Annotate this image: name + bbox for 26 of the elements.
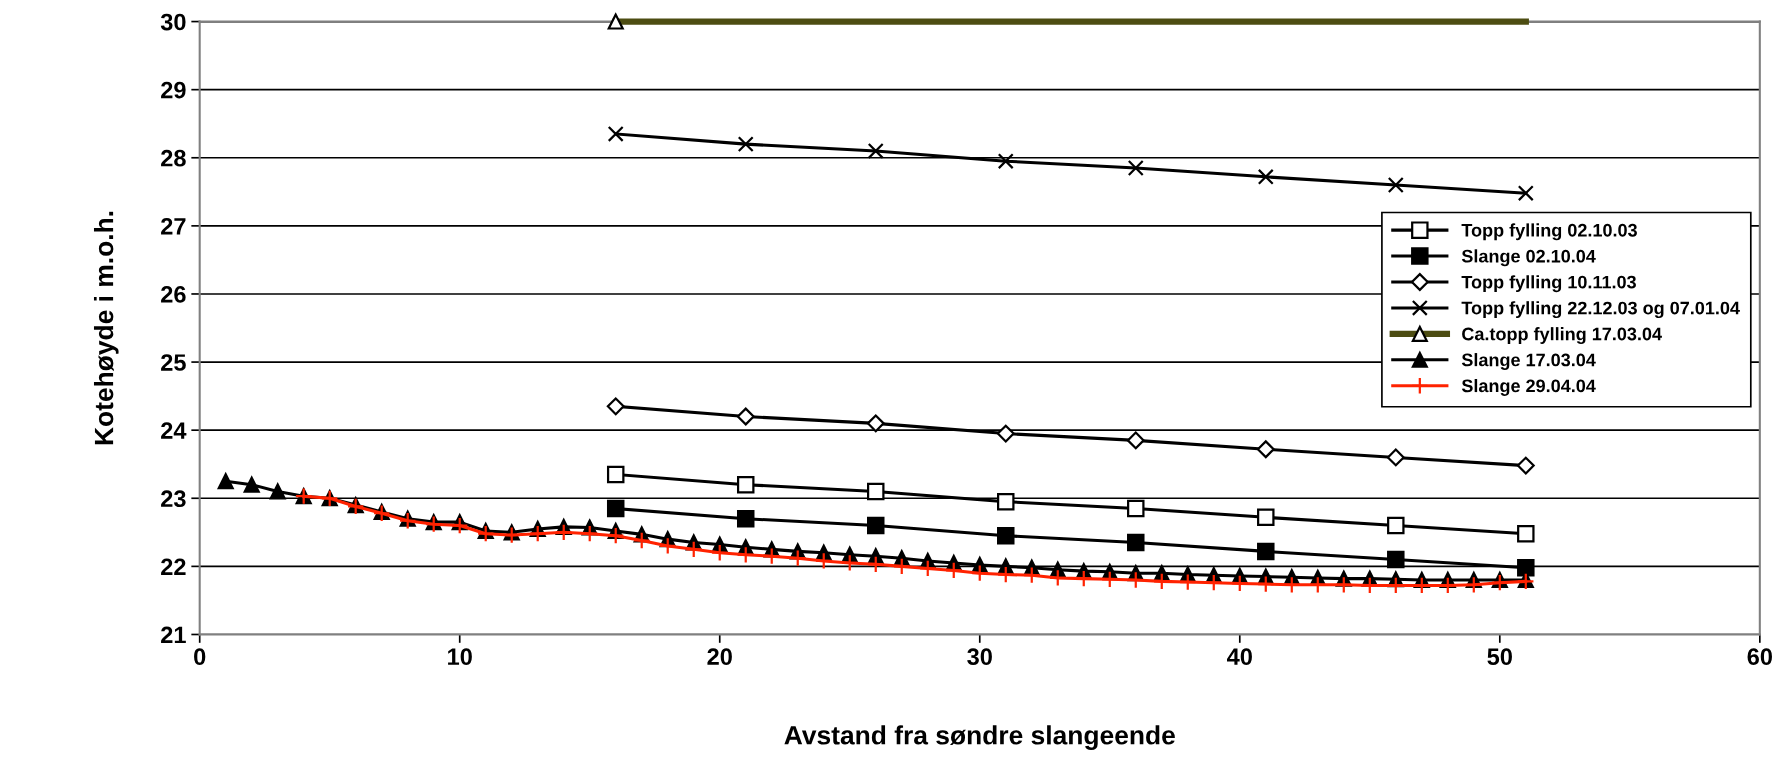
y-tick-label: 25 [161, 354, 186, 371]
x-tick-label: 40 [1227, 648, 1252, 666]
legend-label: Slange 17.03.04 [1461, 353, 1596, 370]
y-tick-label: 28 [161, 149, 186, 167]
legend-label: Slange 29.04.04 [1461, 378, 1596, 396]
y-tick-label: 29 [161, 81, 186, 99]
x-tick-label: 0 [194, 648, 206, 666]
y-tick-label: 24 [161, 422, 187, 439]
x-axis-title: Avstand fra søndre slangeende [784, 725, 1175, 750]
y-tick-label: 26 [161, 286, 186, 303]
y-axis-title: Kotehøyde i m.o.h. [93, 211, 119, 445]
x-tick-label: 20 [707, 648, 732, 666]
x-tick-label: 30 [967, 648, 992, 666]
x-tick-label: 10 [448, 648, 472, 666]
x-tick-label: 50 [1487, 648, 1512, 666]
legend-label: Topp fylling 10.11.03 [1461, 275, 1636, 293]
y-tick-label: 27 [161, 217, 186, 235]
x-tick-label: 60 [1747, 648, 1772, 666]
y-tick-label: 21 [161, 626, 186, 644]
y-tick-label: 22 [161, 558, 186, 575]
legend-label: Slange 02.10.04 [1461, 249, 1596, 267]
y-tick-label: 23 [161, 490, 186, 508]
legend-label: Topp fylling 22.12.03 og 07.01.04 [1461, 301, 1740, 319]
legend-label: Topp fylling 02.10.03 [1461, 223, 1637, 241]
legend-label: Ca.topp fylling 17.03.04 [1462, 327, 1662, 345]
y-tick-label: 30 [160, 13, 186, 31]
